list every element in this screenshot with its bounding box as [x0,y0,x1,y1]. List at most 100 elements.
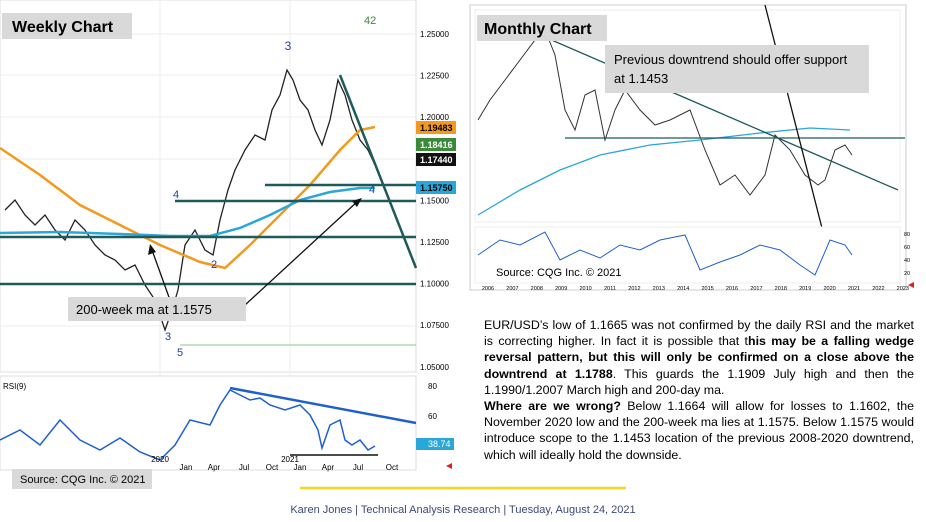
paragraph: EUR/USD’s low of 1.1665 was not confirme… [484,317,914,398]
x-label: 2016 [726,286,738,292]
text-bold: his may be a falling wedge reversal patt… [484,334,914,381]
rsi-label: 40 [904,258,910,264]
price-tag-box [416,153,456,166]
marker [908,282,914,288]
x-label: Apr [322,463,335,472]
price-label: 1.20000 [420,113,449,122]
price-tag-box [416,121,456,134]
x-label: 2006 [482,286,494,292]
price-tag: 1.15750 [420,183,453,193]
x-label: 2017 [750,286,762,292]
x-label: 2021 [848,286,860,292]
x-label: 2012 [628,286,640,292]
price-label: 1.07500 [420,321,449,330]
rsi-line [0,389,376,461]
arrow-head [352,198,362,207]
x-label: Apr [208,463,221,472]
price [4,68,376,333]
x-label: 2019 [799,286,811,292]
x-label: 2009 [555,286,567,292]
x-label: 2020 [151,455,169,464]
ma-orange [0,125,376,270]
x-label: 2023 [897,286,909,292]
marker [446,463,452,469]
x-label: 2014 [677,286,689,292]
paragraph: Where are we wrong? Below 1.1664 will al… [484,398,914,463]
price-tag-box [416,138,456,151]
rsi-label: 80 [904,232,910,238]
charts: 1.250001.225001.200001.175001.150001.125… [0,0,914,490]
x-label: Jul [353,463,363,472]
wave-label: 2 [211,259,217,271]
ma-cyan [0,186,375,238]
text: . This guards the 1.1909 July high and t… [484,366,914,397]
monthly-chart: 80 60 40 20 2006 2007 2008 2009 2010 2011 2012 201… [469,4,914,292]
x-label: 2007 [506,286,518,292]
wave-label: 3 [285,39,292,53]
rsi-label: 60 [904,245,910,251]
rsi-axis: 80 60 40 20 [904,232,910,277]
source-box [488,262,630,282]
price-label: 1.10000 [420,280,449,289]
weekly-chart: 1.250001.225001.200001.175001.150001.125… [0,0,456,490]
x-label: Oct [386,463,399,472]
x-label: 2013 [653,286,665,292]
price-label: 1.22500 [420,72,449,81]
arrow-head [148,244,156,255]
x-label: Jan [294,463,307,472]
rsi-label: 20 [904,271,910,277]
price-tag-box [416,181,456,194]
rsi-label: 80 [428,382,437,391]
price-label: 1.12500 [420,238,449,247]
x-label: 2018 [775,286,787,292]
commentary: EUR/USD’s low of 1.1665 was not confirme… [484,317,914,463]
x-label: 2010 [579,286,591,292]
rsi-tag: 38.74 [428,439,451,449]
text: EUR/USD’s low of 1.1665 was not confirme… [484,318,914,349]
x-label: Jan [180,463,193,472]
arrow [764,4,824,233]
footer: Karen Jones | Technical Analysis Researc… [290,504,636,516]
x-axis: 2006 2007 2008 2009 2010 2011 2012 2013 2014 2015… [482,286,909,292]
price-label: 1.25000 [420,30,449,39]
price-axis: 1.250001.225001.200001.175001.150001.125… [416,30,456,372]
arrow [151,249,171,301]
rsi-tag-box [416,438,454,450]
price-label: 1.05000 [420,363,449,372]
wave-label: 4 [173,189,179,201]
x-label: 2020 [823,286,835,292]
annotation: 200-week ma at 1.1575 [76,302,212,317]
price-tag: 1.19483 [420,123,453,133]
annotation-box [605,45,869,93]
price-label: 1.15000 [420,196,449,205]
title-box [2,13,132,39]
price-tag: 1.17440 [420,155,453,165]
annotation: Previous downtrend should offer support a… [614,52,848,86]
source-box [12,469,152,489]
trend-lines [539,34,905,191]
annotation-box [68,297,246,321]
wave-label: 3 [165,331,171,343]
x-label: Jul [239,463,249,472]
title-box [477,15,607,41]
rsi-label: 60 [428,412,437,421]
text-bold: Where are we wrong? [484,399,621,414]
arrow [244,200,359,306]
title: Weekly Chart [12,19,114,36]
count-label: 42 [364,15,376,27]
wave-label: 5 [177,347,183,359]
x-label: 2022 [872,286,884,292]
text: Below 1.1664 will allow for losses to 1.… [484,399,914,462]
title: Monthly Chart [484,21,592,38]
wave-label: 4 [369,184,375,196]
plot-area [474,9,901,223]
rsi-title: RSI(9) [3,382,26,391]
ma [477,127,851,216]
rsi-line [477,231,853,276]
source: Source: CQG Inc. © 2021 [20,474,146,486]
x-label: 2021 [281,455,299,464]
x-label: Oct [266,463,279,472]
rsi-trend [229,386,417,425]
